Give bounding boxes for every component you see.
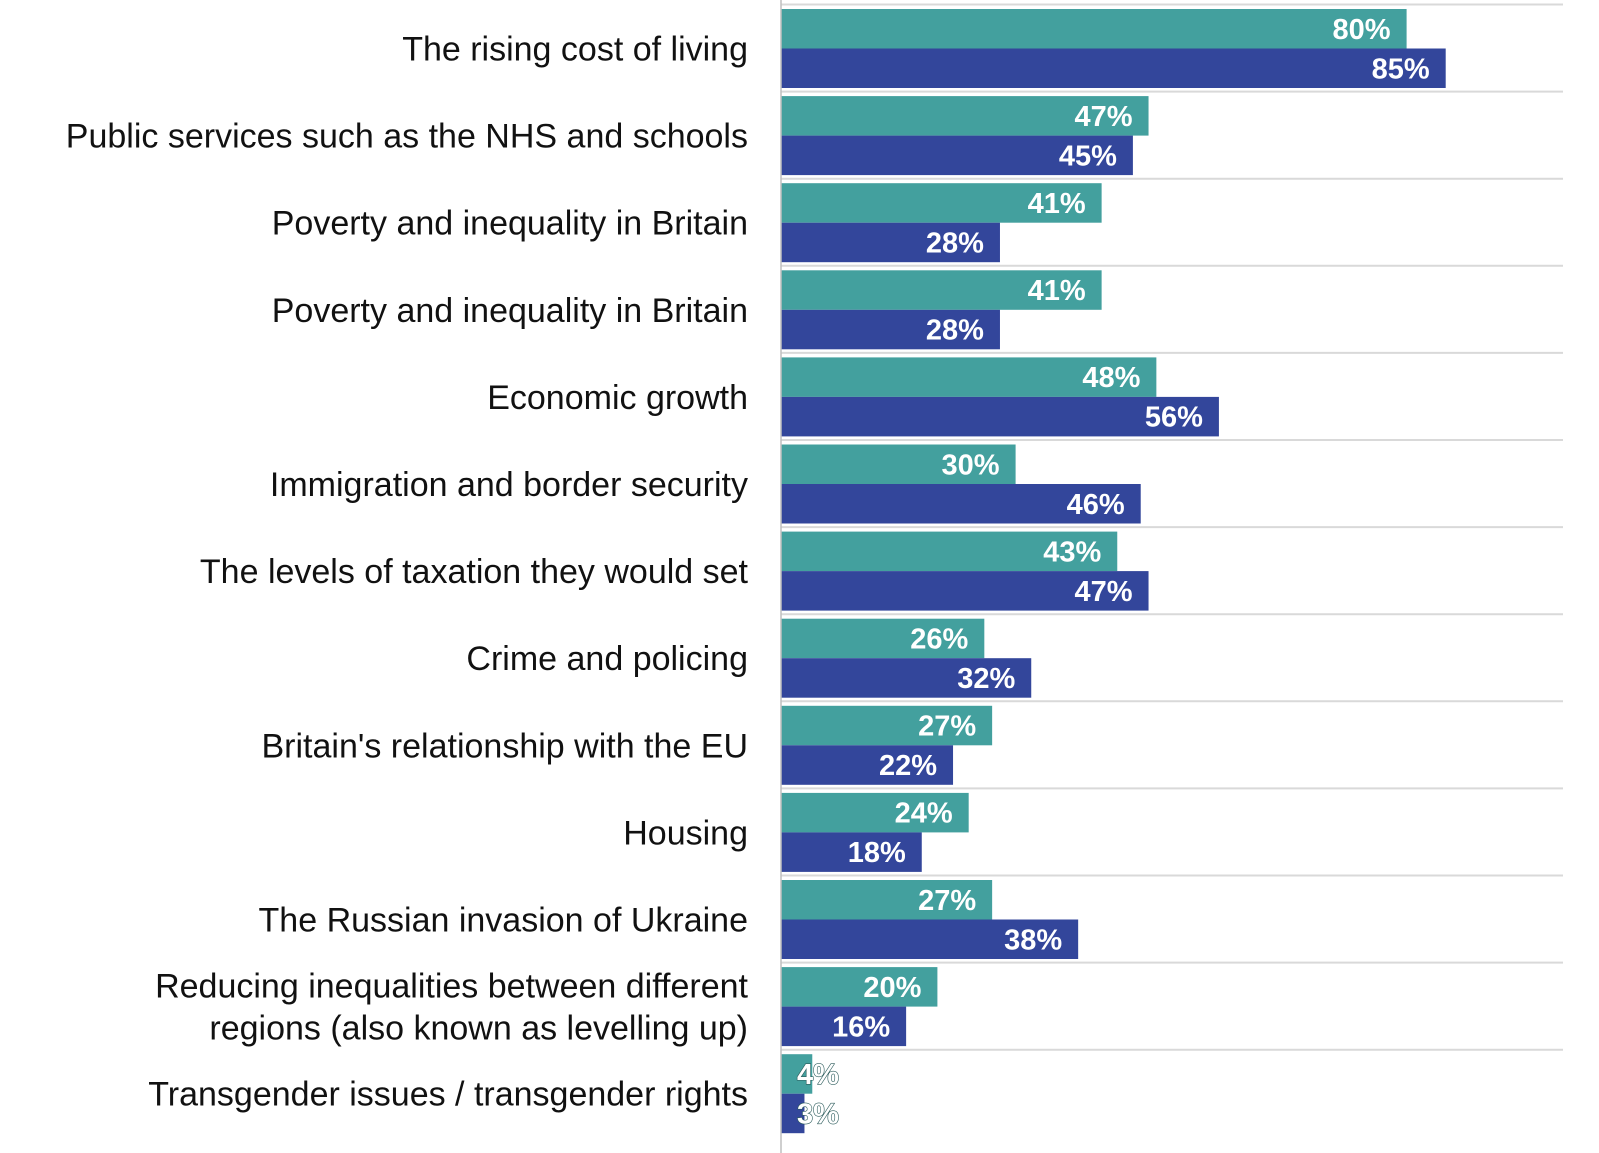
bar-series-1 <box>781 1054 813 1094</box>
value-label: 27% <box>918 885 976 917</box>
value-labels: 80% 85% 47% 45% 41% 28% 41% 28% 48%56% 30% 46% 43% 4… <box>796 14 1430 1131</box>
value-label: 47% <box>1074 576 1132 608</box>
bar-series-1 <box>781 444 1016 484</box>
value-label: 85% <box>1372 53 1430 85</box>
value-label: 30% <box>942 449 1000 481</box>
category-label: The rising cost of living <box>402 31 748 69</box>
bar-series-2 <box>781 919 1079 959</box>
bar-series-1 <box>781 705 993 746</box>
category-label: Poverty and inequality in Britain <box>272 205 748 243</box>
value-label: 41% <box>1028 275 1086 307</box>
value-label: 32% <box>957 663 1015 695</box>
bar-series-2 <box>781 745 954 785</box>
category-label: Immigration and border security <box>270 466 748 504</box>
bar-series-1 <box>781 967 938 1007</box>
category-label: Britain's relationship with the EU <box>262 727 749 765</box>
value-label: 48% <box>1082 362 1140 394</box>
category-label: The levels of taxation they would set <box>200 553 749 591</box>
value-label: 47% <box>1074 101 1132 133</box>
bar-series-1 <box>781 183 1102 223</box>
bar-series-1 <box>781 531 1118 572</box>
bar-series-2 <box>781 658 1032 698</box>
category-label: Economic growth <box>487 379 748 417</box>
bar-series-2 <box>781 396 1219 437</box>
category-label: Reducing inequalities between different <box>155 968 748 1006</box>
category-label: Poverty and inequality in Britain <box>272 292 748 330</box>
value-label: 18% <box>848 837 906 869</box>
category-label: Crime and policing <box>466 640 748 678</box>
category-label: Public services such as the NHS and scho… <box>66 118 748 156</box>
bar-series-2 <box>781 571 1149 611</box>
value-label: 80% <box>1333 14 1391 46</box>
bar-series-1 <box>781 357 1157 397</box>
bar-series-2 <box>781 222 1000 263</box>
value-label: 3% <box>797 1098 839 1130</box>
bar-series-2 <box>781 309 1000 350</box>
value-label: 38% <box>1004 924 1062 956</box>
value-label: 46% <box>1067 489 1125 521</box>
row-separators <box>781 3 1563 1051</box>
value-label: 28% <box>926 315 984 347</box>
value-label: 20% <box>863 972 921 1004</box>
value-label: 28% <box>926 227 984 259</box>
value-label: 27% <box>918 711 976 743</box>
value-label: 41% <box>1028 188 1086 220</box>
value-label: 43% <box>1043 536 1101 568</box>
value-label: 22% <box>879 750 937 782</box>
category-labels: The rising cost of living Public services… <box>66 31 749 1114</box>
bar-series-1 <box>781 618 985 659</box>
bar-series-2 <box>781 48 1446 88</box>
bar-series-2 <box>781 135 1133 176</box>
bar-series-1 <box>781 270 1102 310</box>
bar-series-1 <box>781 9 1407 49</box>
value-label: 26% <box>910 623 968 655</box>
bar-series-2 <box>781 484 1141 524</box>
bar-series-1 <box>781 880 993 920</box>
category-label: Housing <box>623 814 748 852</box>
category-label: Transgender issues / transgender rights <box>148 1076 748 1114</box>
category-label: The Russian invasion of Ukraine <box>259 902 748 940</box>
category-label: regions (also known as levelling up) <box>209 1010 748 1048</box>
bars <box>781 9 1446 1134</box>
value-label: 4% <box>797 1059 839 1091</box>
value-label: 45% <box>1059 140 1117 172</box>
value-label: 56% <box>1145 402 1203 434</box>
bar-series-1 <box>781 792 969 833</box>
bar-series-2 <box>781 832 922 872</box>
bar-series-2 <box>781 1006 907 1047</box>
bar-series-1 <box>781 96 1149 136</box>
bar-series-2 <box>781 1093 805 1134</box>
value-label: 24% <box>895 798 953 830</box>
value-label: 16% <box>832 1011 890 1043</box>
